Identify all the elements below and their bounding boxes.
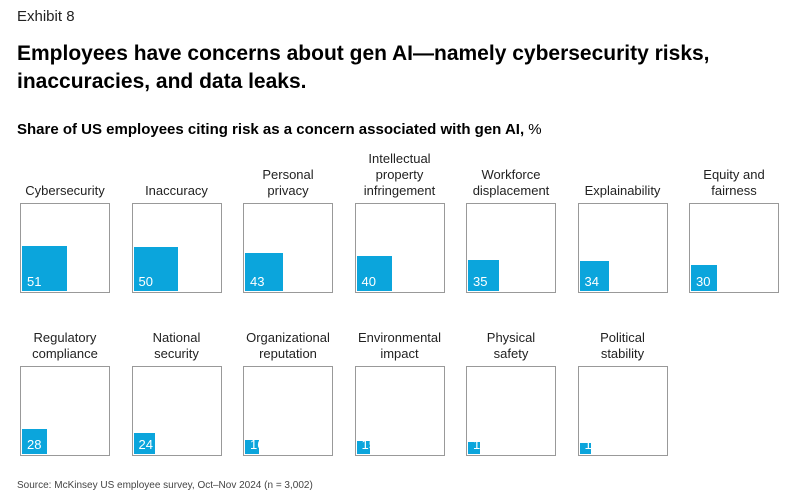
bar	[133, 247, 178, 291]
value-label: 40	[361, 274, 376, 289]
panel-frame: 40	[354, 203, 445, 293]
category-label-line: impact	[380, 346, 419, 361]
category-label-line: Intellectual property	[368, 151, 431, 182]
value-label: 24	[138, 437, 153, 452]
category-label-line: Equity and	[703, 167, 765, 182]
subtitle-unit: %	[528, 121, 542, 138]
category-label: Explainability	[568, 163, 678, 199]
panel-frame: 24	[131, 366, 222, 456]
panel-frame: 15	[354, 366, 445, 456]
category-label-line: Explainability	[584, 183, 661, 198]
bar	[579, 442, 591, 454]
category-label-line: National	[152, 330, 201, 345]
panel-frame: 14	[466, 366, 556, 456]
category-label: Organizational reputation	[233, 326, 343, 362]
bar	[468, 260, 499, 291]
bar	[22, 429, 47, 454]
bar	[245, 253, 283, 291]
category-label-line: fairness	[711, 183, 757, 198]
category-label: Workforce displacement	[456, 163, 566, 199]
category-label-line: Cybersecurity	[25, 183, 105, 198]
value-label: 35	[473, 274, 488, 289]
category-label-line: reputation	[259, 346, 317, 361]
category-label-line: compliance	[32, 346, 98, 361]
bar	[691, 264, 718, 291]
panel-frame: 50	[131, 203, 222, 293]
exhibit-label: Exhibit 8	[17, 8, 75, 25]
chart-subtitle: Share of US employees citing risk as a c…	[17, 121, 542, 138]
value-label: 30	[696, 274, 711, 289]
subtitle-text: Share of US employees citing risk as a c…	[17, 121, 525, 138]
panel-frame: 30	[689, 203, 779, 293]
panel-frame: 43	[243, 203, 333, 293]
value-label: 50	[138, 274, 153, 289]
value-label: 13	[584, 437, 599, 452]
category-label: Political stability	[568, 326, 678, 362]
panel-frame: 34	[577, 203, 668, 293]
category-label-line: displacement	[472, 183, 550, 198]
category-label-line: Personal	[262, 167, 314, 182]
category-label-line: stability	[600, 346, 645, 361]
chart-title: Employees have concerns about gen AI—nam…	[17, 42, 710, 93]
panel-frame: 28	[20, 366, 110, 456]
category-label: Equity and fairness	[679, 163, 789, 199]
category-label-line: Physical	[486, 330, 536, 345]
category-label: Physical safety	[456, 326, 566, 362]
category-label: Environmental impact	[345, 326, 455, 362]
category-label: Regulatory compliance	[10, 326, 120, 362]
category-label-line: Regulatory	[33, 330, 97, 345]
category-label-line: Inaccuracy	[145, 183, 208, 198]
category-label-line: Organizational	[246, 330, 330, 345]
bar	[579, 261, 610, 291]
category-label: Personal privacy	[233, 163, 343, 199]
value-label: 43	[250, 274, 265, 289]
source-note: Source: McKinsey US employee survey, Oct…	[17, 480, 313, 491]
category-label-line: Workforce	[481, 167, 541, 182]
bar	[468, 441, 481, 454]
bar	[133, 432, 155, 454]
category-label-line: security	[154, 346, 199, 361]
panel-frame: 13	[577, 366, 668, 456]
bar	[356, 255, 392, 291]
bar	[22, 246, 67, 291]
panel-frame: 35	[466, 203, 556, 293]
bar	[245, 439, 260, 454]
panel-frame: 51	[20, 203, 110, 293]
category-label: Cybersecurity	[10, 163, 120, 199]
value-label: 16	[250, 437, 265, 452]
category-label-line: Political	[600, 330, 645, 345]
category-label-line: infringement	[363, 183, 436, 198]
category-label: National security	[122, 326, 232, 362]
category-label: Inaccuracy	[122, 163, 232, 199]
category-label-line: safety	[493, 346, 529, 361]
category-label-line: Environmental	[357, 330, 442, 345]
value-label: 15	[361, 437, 376, 452]
value-label: 14	[473, 437, 488, 452]
value-label: 34	[584, 274, 599, 289]
value-label: 28	[27, 437, 42, 452]
category-label: Intellectual property infringement	[345, 151, 455, 199]
value-label: 51	[27, 274, 42, 289]
bar	[356, 440, 370, 454]
category-label-line: privacy	[267, 183, 309, 198]
panel-frame: 16	[243, 366, 333, 456]
